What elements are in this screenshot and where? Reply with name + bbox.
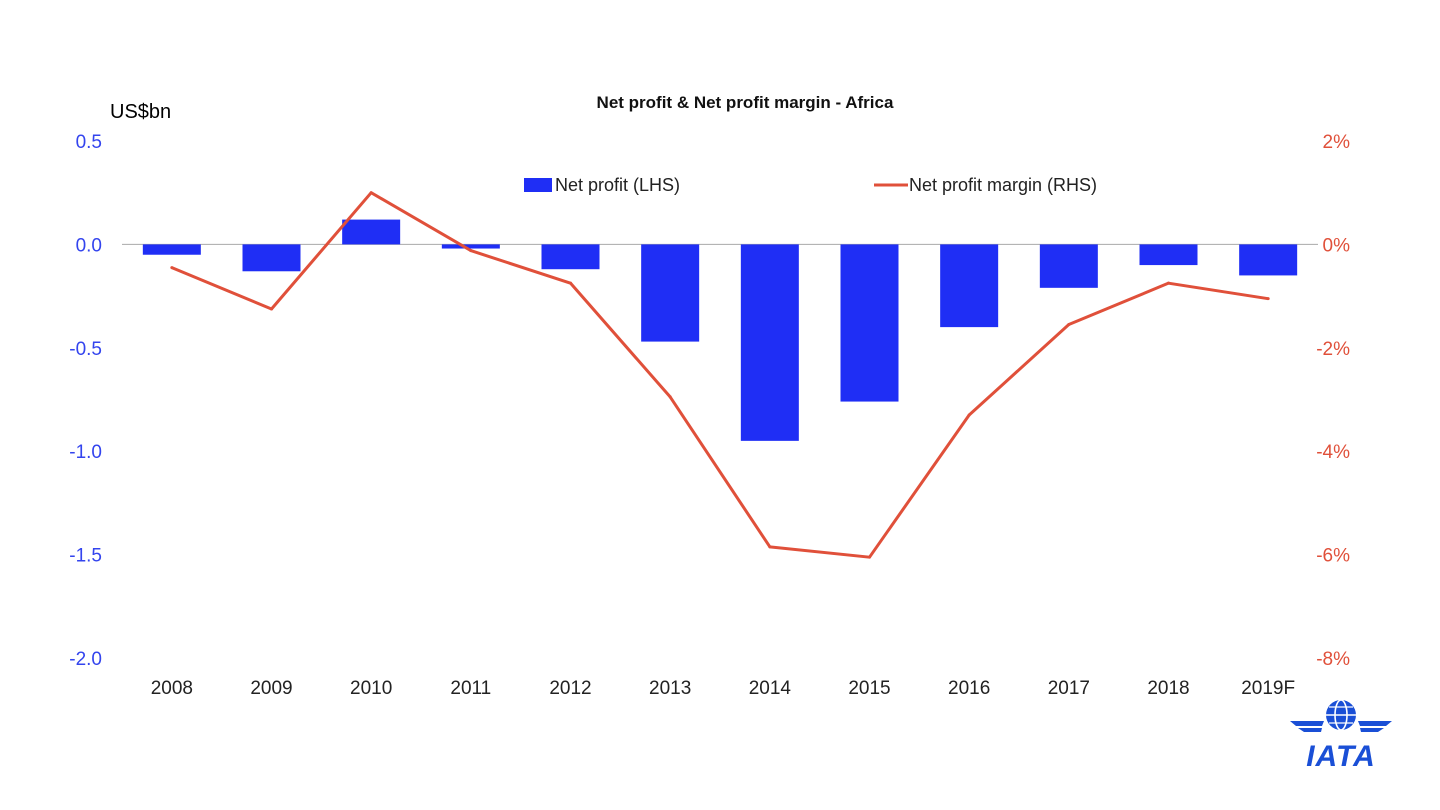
- bar: [1039, 244, 1098, 288]
- x-axis-tick-label: 2017: [1048, 678, 1090, 699]
- line-point: [1167, 281, 1170, 285]
- x-axis-tick-label: 2019F: [1241, 678, 1295, 699]
- x-axis-tick-label: 2009: [250, 678, 292, 699]
- left-axis-tick-label: -2.0: [69, 649, 102, 670]
- line-point: [768, 545, 772, 549]
- left-axis-tick-label: 0.5: [76, 132, 102, 153]
- chart-title: Net profit & Net profit margin - Africa: [597, 93, 894, 112]
- x-axis-tick-label: 2010: [350, 678, 392, 699]
- bar: [441, 244, 500, 249]
- bar: [541, 244, 600, 270]
- right-axis-tick-label: 0%: [1323, 235, 1351, 256]
- x-axis-tick-label: 2008: [151, 678, 193, 699]
- line-point: [469, 249, 473, 253]
- line-point: [1266, 297, 1270, 301]
- margin-line-path: [171, 191, 1269, 559]
- line-point: [868, 555, 871, 559]
- left-axis-tick-label: -1.5: [69, 546, 102, 567]
- legend-bar-label: Net profit (LHS): [555, 175, 680, 195]
- line-point: [369, 191, 373, 195]
- bar: [641, 244, 700, 342]
- line-point: [668, 395, 672, 399]
- legend-bar-swatch: [524, 178, 552, 192]
- line-point: [170, 266, 174, 270]
- bar: [1239, 244, 1298, 276]
- right-axis-tick-label: -4%: [1316, 442, 1350, 463]
- bar: [142, 244, 201, 255]
- left-axis-ticks: 0.5 0.0 -0.5 -1.0 -1.5 -2.0: [69, 132, 102, 670]
- bar: [342, 219, 401, 245]
- legend-line-label: Net profit margin (RHS): [909, 175, 1097, 195]
- x-axis-tick-label: 2018: [1147, 678, 1189, 699]
- logo-text: IATA: [1306, 740, 1376, 770]
- bar: [1139, 244, 1198, 266]
- left-axis-unit-label: US$bn: [110, 101, 171, 123]
- x-axis-ticks: 2008 2009 2010 2011 2012 2013 2014 2015 2016 2017…: [151, 678, 1295, 699]
- right-axis-tick-label: -6%: [1316, 546, 1350, 567]
- x-axis-tick-label: 2013: [649, 678, 691, 699]
- legend: Net profit (LHS) Net profit margin (RHS): [524, 175, 1097, 195]
- right-axis-ticks: 2% 0% -2% -4% -6% -8%: [1316, 132, 1350, 670]
- bar: [242, 244, 301, 272]
- bar: [940, 244, 999, 328]
- x-axis-tick-label: 2014: [749, 678, 792, 699]
- iata-logo: IATA: [1290, 699, 1392, 770]
- line-point: [1067, 323, 1071, 327]
- x-axis-tick-label: 2016: [948, 678, 990, 699]
- bar: [840, 244, 899, 402]
- line-point: [270, 307, 273, 311]
- line-series: [170, 191, 1270, 559]
- left-axis-tick-label: -0.5: [69, 339, 102, 360]
- x-axis-tick-label: 2011: [450, 678, 491, 699]
- bar-series: [142, 219, 1298, 441]
- left-axis-tick-label: 0.0: [76, 235, 102, 256]
- globe-icon: [1326, 699, 1356, 731]
- right-axis-tick-label: 2%: [1323, 132, 1351, 153]
- wings-icon: [1290, 721, 1392, 732]
- x-axis-tick-label: 2015: [848, 678, 890, 699]
- x-axis-tick-label: 2012: [549, 678, 591, 699]
- left-axis-tick-label: -1.0: [69, 442, 102, 463]
- line-point: [967, 413, 971, 417]
- right-axis-tick-label: -2%: [1316, 339, 1350, 360]
- bar: [740, 244, 799, 441]
- right-axis-tick-label: -8%: [1316, 649, 1350, 670]
- line-point: [569, 281, 572, 285]
